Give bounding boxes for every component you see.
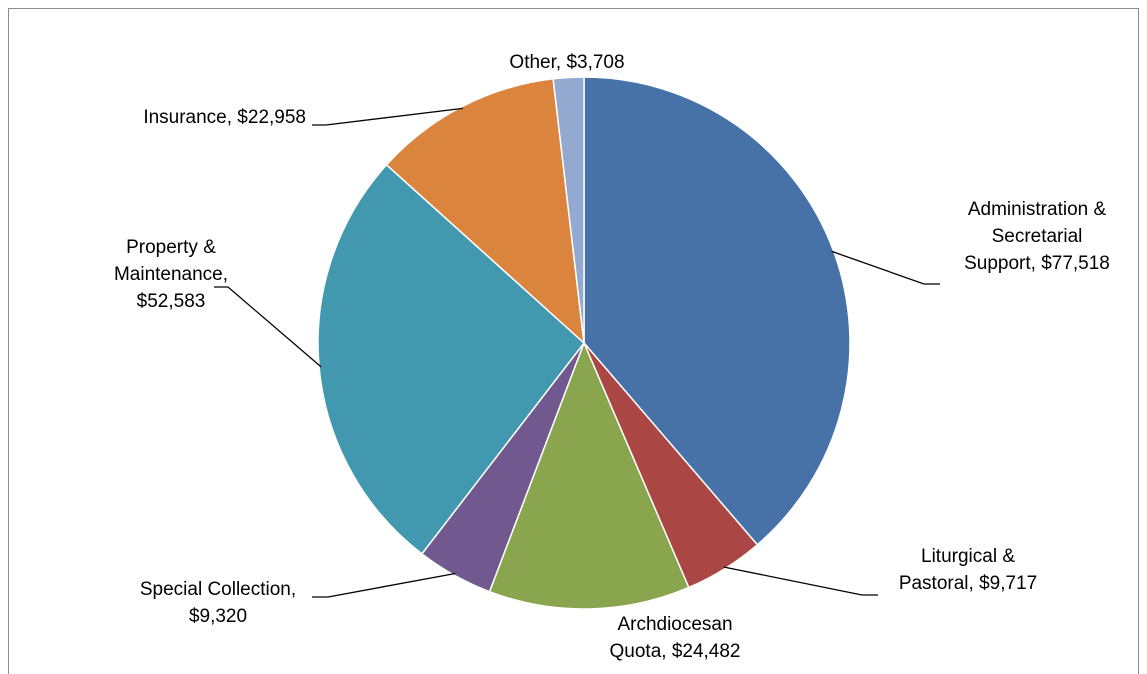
data-label-liturgical-and-pastoral: Liturgical & Pastoral, $9,717 — [899, 546, 1037, 594]
data-label-line: $52,583 — [137, 291, 206, 312]
data-label-archdiocesan-quota: Archdiocesan Quota, $24,482 — [610, 614, 741, 662]
data-label-line: Support, $77,518 — [964, 253, 1110, 274]
data-label-administration-and-secretarial-support: Administration & Secretarial Support, $77,… — [964, 199, 1110, 274]
pie-slice-insurance — [385, 77, 585, 345]
leader-line-property-and-maintenance — [214, 286, 322, 368]
pie-slice-administration-and-secretarial-support — [583, 76, 851, 546]
data-label-line: Other, $3,708 — [509, 52, 624, 73]
pie-slice-archdiocesan-quota — [488, 340, 690, 610]
pie-slice-property-and-maintenance — [317, 163, 586, 555]
leader-line-administration-and-secretarial-support — [831, 250, 940, 285]
leader-lines — [214, 107, 940, 598]
data-label-line: Quota, $24,482 — [610, 641, 741, 662]
data-label-line: Archdiocesan — [617, 614, 732, 635]
chart-border — [8, 8, 1139, 674]
leader-line-special-collection — [312, 572, 456, 598]
data-label-insurance: Insurance, $22,958 — [143, 107, 306, 128]
data-label-special-collection: Special Collection, $9,320 — [140, 579, 296, 627]
data-label-property-and-maintenance: Property & Maintenance, $52,583 — [114, 237, 228, 312]
data-labels: Administration & Secretarial Support, $77,… — [114, 52, 1110, 662]
data-label-line: Liturgical & — [921, 546, 1015, 567]
data-label-other: Other, $3,708 — [509, 52, 624, 73]
leader-line-liturgical-and-pastoral — [723, 566, 878, 596]
data-label-line: Administration & — [968, 199, 1107, 220]
data-label-line: Pastoral, $9,717 — [899, 573, 1037, 594]
pie-slices — [317, 76, 851, 610]
data-label-line: Maintenance, — [114, 264, 228, 285]
data-label-line: Special Collection, — [140, 579, 296, 600]
pie-slice-other — [552, 76, 585, 344]
data-label-line: $9,320 — [189, 606, 247, 627]
data-label-line: Property & — [126, 237, 216, 258]
leader-line-insurance — [312, 107, 463, 126]
data-label-line: Insurance, $22,958 — [143, 107, 306, 128]
data-label-line: Secretarial — [992, 226, 1083, 247]
